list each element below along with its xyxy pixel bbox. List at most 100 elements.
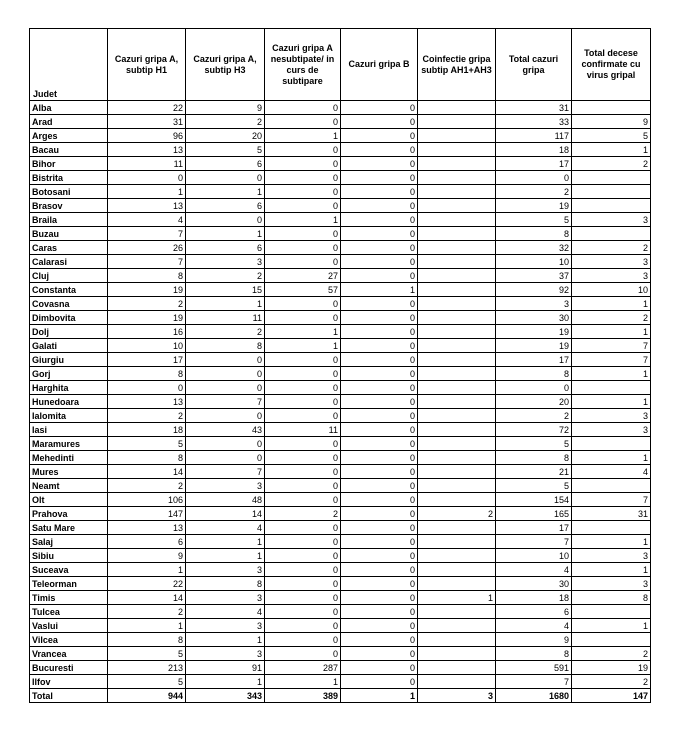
cell-value: 22 — [107, 100, 186, 115]
cell-value: 0 — [340, 492, 418, 507]
cell-value — [571, 100, 651, 115]
cell-value: 6 — [185, 198, 265, 213]
cell-value: 1 — [264, 128, 341, 143]
table-row: Calarasi 7 3 0 0 10 3 — [29, 254, 651, 269]
cell-value: 1 — [571, 562, 651, 577]
cell-value: 0 — [340, 464, 418, 479]
cell-value: 13 — [107, 394, 186, 409]
cell-value: 10 — [495, 548, 572, 563]
table-row: Total 944 343 389 1 3 1680 147 — [29, 688, 651, 703]
cell-value: 13 — [107, 198, 186, 213]
cell-value: 0 — [264, 142, 341, 157]
cell-value — [417, 324, 496, 339]
cell-value: 14 — [107, 590, 186, 605]
cell-value: 0 — [107, 170, 186, 185]
cell-value: 0 — [264, 492, 341, 507]
county-name: Braila — [29, 212, 108, 227]
cell-value: 7 — [571, 492, 651, 507]
cell-value: 5 — [571, 128, 651, 143]
cell-value: 0 — [264, 590, 341, 605]
county-name: Dimbovita — [29, 310, 108, 325]
cell-value: 20 — [495, 394, 572, 409]
cell-value: 37 — [495, 268, 572, 283]
cell-value: 1680 — [495, 688, 572, 703]
cell-value: 0 — [340, 408, 418, 423]
cell-value: 0 — [185, 408, 265, 423]
cell-value: 0 — [340, 198, 418, 213]
cell-value — [417, 240, 496, 255]
cell-value: 2 — [185, 114, 265, 129]
table-row: Sibiu 9 1 0 0 10 3 — [29, 548, 651, 563]
county-name: Total — [29, 688, 108, 703]
cell-value: 0 — [340, 422, 418, 437]
column-header: Total decese confirmate cu virus gripal — [571, 28, 651, 101]
cell-value — [417, 268, 496, 283]
table-row: Arges 96 20 1 0 117 5 — [29, 128, 651, 143]
county-name: Bihor — [29, 156, 108, 171]
cell-value: 0 — [185, 380, 265, 395]
cell-value: 8 — [107, 268, 186, 283]
cell-value — [417, 212, 496, 227]
cell-value: 91 — [185, 660, 265, 675]
flu-table: Judet Cazuri gripa A, subtip H1 Cazuri gri… — [29, 28, 651, 703]
cell-value: 17 — [107, 352, 186, 367]
cell-value: 8 — [495, 366, 572, 381]
county-name: Cluj — [29, 268, 108, 283]
cell-value: 0 — [340, 184, 418, 199]
cell-value: 0 — [185, 436, 265, 451]
cell-value: 0 — [340, 100, 418, 115]
table-row: Galati 10 8 1 0 19 7 — [29, 338, 651, 353]
cell-value: 17 — [495, 156, 572, 171]
cell-value: 3 — [185, 646, 265, 661]
cell-value: 9 — [107, 548, 186, 563]
county-name: Buzau — [29, 226, 108, 241]
cell-value: 7 — [185, 394, 265, 409]
column-header: Total cazuri gripa — [495, 28, 572, 101]
cell-value — [571, 170, 651, 185]
cell-value — [417, 142, 496, 157]
cell-value: 1 — [571, 366, 651, 381]
table-row: Dolj 16 2 1 0 19 1 — [29, 324, 651, 339]
cell-value: 3 — [185, 590, 265, 605]
cell-value — [571, 478, 651, 493]
cell-value — [417, 408, 496, 423]
cell-value: 287 — [264, 660, 341, 675]
cell-value — [417, 450, 496, 465]
county-name: Prahova — [29, 506, 108, 521]
cell-value: 2 — [107, 296, 186, 311]
cell-value — [571, 198, 651, 213]
cell-value: 3 — [185, 254, 265, 269]
county-name: Hunedoara — [29, 394, 108, 409]
table-row: Iasi 18 43 11 0 72 3 — [29, 422, 651, 437]
cell-value: 0 — [264, 534, 341, 549]
cell-value: 0 — [264, 240, 341, 255]
cell-value: 13 — [107, 142, 186, 157]
cell-value: 5 — [495, 436, 572, 451]
cell-value — [417, 548, 496, 563]
cell-value: 0 — [340, 618, 418, 633]
cell-value: 106 — [107, 492, 186, 507]
table-row: Alba 22 9 0 0 31 — [29, 100, 651, 115]
table-row: Harghita 0 0 0 0 0 — [29, 380, 651, 395]
column-header: Coinfectie gripa subtip AH1+AH3 — [417, 28, 496, 101]
cell-value: 3 — [571, 408, 651, 423]
cell-value: 0 — [340, 590, 418, 605]
cell-value: 72 — [495, 422, 572, 437]
cell-value — [417, 660, 496, 675]
cell-value: 0 — [264, 478, 341, 493]
table-row: Vilcea 8 1 0 0 9 — [29, 632, 651, 647]
cell-value — [571, 520, 651, 535]
cell-value: 0 — [340, 380, 418, 395]
column-header: Cazuri gripa B — [340, 28, 418, 101]
cell-value — [571, 184, 651, 199]
cell-value: 0 — [185, 352, 265, 367]
cell-value: 0 — [264, 576, 341, 591]
cell-value: 3 — [495, 296, 572, 311]
table-row: Constanta 19 15 57 1 92 10 — [29, 282, 651, 297]
cell-value: 8 — [185, 338, 265, 353]
cell-value: 0 — [185, 212, 265, 227]
county-name: Constanta — [29, 282, 108, 297]
county-name: Tulcea — [29, 604, 108, 619]
cell-value: 7 — [107, 254, 186, 269]
cell-value: 33 — [495, 114, 572, 129]
